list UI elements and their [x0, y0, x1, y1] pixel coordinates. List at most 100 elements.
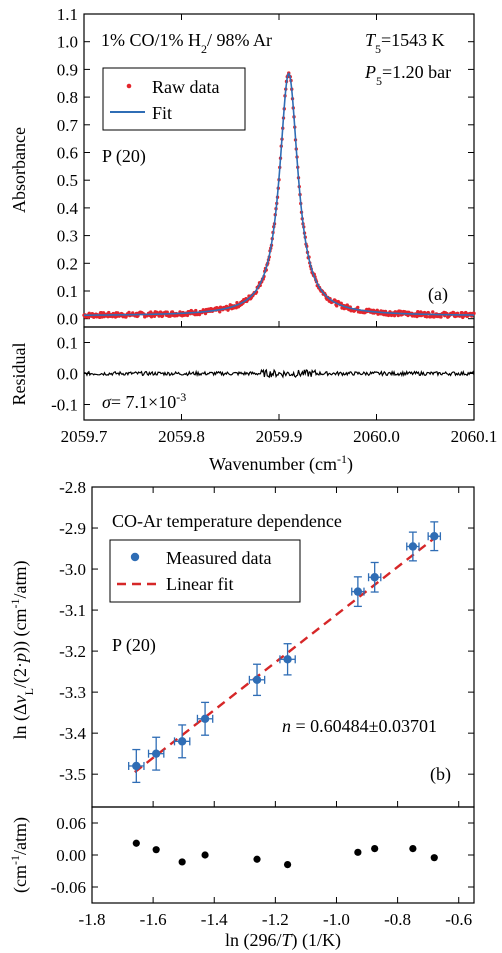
- y-tick-label-a: 0.9: [57, 60, 78, 79]
- legend-measured-label: Measured data: [166, 548, 271, 568]
- y-tick-label-a: 0.6: [57, 143, 78, 162]
- measured-data-point: [370, 573, 379, 582]
- y-tick-label-residual-b: 0.00: [56, 846, 86, 865]
- legend-fit-label: Fit: [152, 103, 172, 123]
- y-tick-label-b: -3.0: [59, 560, 86, 579]
- y-tick-label-b: -3.2: [59, 642, 86, 661]
- y-tick-label-residual-a: -0.1: [51, 396, 78, 415]
- legend-measured-marker: [130, 552, 140, 562]
- line-label-a: P (20): [102, 146, 146, 167]
- y-axis-label-residual-a: Residual: [9, 343, 29, 406]
- raw-data-point: [396, 313, 400, 318]
- x-tick-label-a: 2060.1: [451, 427, 498, 446]
- legend-a: [102, 67, 246, 131]
- raw-data-point: [425, 315, 429, 319]
- y-tick-label-b: -3.1: [59, 601, 86, 620]
- x-tick-label-b: -1.6: [140, 910, 167, 929]
- linear-fit-line: [134, 537, 436, 774]
- y-tick-label-residual-a: 0.1: [57, 334, 78, 353]
- residual-point-b: [409, 845, 417, 853]
- raw-data-point: [161, 314, 165, 318]
- chart-title-b: CO-Ar temperature dependence: [112, 511, 342, 531]
- x-axis-label-b: ln (296/T) (1/K): [225, 930, 341, 951]
- residual-point-b: [430, 854, 438, 862]
- residual-point-b: [178, 858, 186, 866]
- y-tick-label-residual-a: 0.0: [57, 365, 78, 384]
- y-axis-label-a: Absorbance: [9, 127, 29, 213]
- raw-data-point: [335, 304, 339, 308]
- pressure-label: P5=1.20 bar: [364, 62, 451, 88]
- x-tick-label-b: -0.8: [384, 910, 411, 929]
- measured-data-point: [430, 532, 439, 541]
- raw-data-point: [107, 310, 111, 315]
- x-tick-label-b: -1.0: [323, 910, 350, 929]
- residual-point-b: [283, 861, 292, 869]
- y-tick-label-b: -3.4: [59, 724, 86, 743]
- y-tick-label-a: 0.5: [57, 171, 78, 190]
- y-tick-label-residual-b: 0.06: [56, 814, 86, 833]
- y-tick-label-a: 0.1: [57, 282, 78, 301]
- legend-raw-label: Raw data: [152, 77, 219, 97]
- y-tick-label-a: 0.3: [57, 227, 78, 246]
- y-tick-label-a: 1.1: [57, 5, 78, 24]
- measured-data-point: [151, 749, 161, 758]
- y-tick-label-b: -3.5: [59, 765, 86, 784]
- residual-point-b: [371, 845, 379, 853]
- mixture-label: 1% CO/1% H2/ 98% Ar: [101, 30, 272, 56]
- legend-fit-label-b: Linear fit: [166, 574, 233, 594]
- raw-data-point: [431, 310, 435, 314]
- raw-data-point: [101, 311, 106, 315]
- slope-label: n = 0.60484±0.03701: [282, 716, 437, 736]
- raw-data-point: [422, 310, 427, 315]
- line-label-b: P (20): [112, 635, 156, 656]
- x-tick-label-b: -1.4: [201, 910, 228, 929]
- y-tick-label-b: -3.3: [59, 683, 86, 702]
- raw-data-point: [218, 310, 222, 314]
- measured-data-point: [200, 714, 210, 723]
- temperature-label: T5=1543 K: [365, 30, 445, 56]
- legend-raw-marker: [126, 83, 132, 89]
- y-tick-label-a: 0.4: [57, 199, 79, 218]
- y-tick-label-a: 0.7: [57, 116, 79, 135]
- y-tick-label-a: 0.0: [57, 310, 78, 329]
- x-tick-label-a: 2059.8: [158, 427, 205, 446]
- panel-label-b: (b): [430, 764, 451, 785]
- residual-line-a: [83, 368, 475, 379]
- x-tick-label-b: -1.2: [262, 910, 289, 929]
- raw-data-point: [356, 305, 360, 310]
- y-axis-label-residual-b: (cm-1/atm): [8, 817, 31, 893]
- x-tick-label-b: -0.6: [445, 910, 472, 929]
- y-tick-label-a: 0.2: [57, 254, 78, 273]
- y-tick-label-a: 0.8: [57, 88, 78, 107]
- x-tick-label-b: -1.8: [79, 910, 106, 929]
- panel-label-a: (a): [428, 284, 448, 305]
- y-axis-label-b: ln (ΔνL/(2·p)) (cm-1/atm): [8, 561, 36, 740]
- raw-data-point: [339, 301, 343, 305]
- residual-point-b: [132, 839, 140, 847]
- y-tick-label-residual-b: -0.06: [51, 878, 86, 897]
- panel-b-residual-frame: [91, 806, 475, 904]
- raw-data-point: [203, 311, 208, 316]
- y-tick-label-a: 1.0: [57, 33, 78, 52]
- y-tick-label-b: -2.9: [59, 519, 86, 538]
- residual-point-b: [201, 851, 209, 859]
- measured-data-point: [252, 675, 262, 685]
- x-tick-label-a: 2060.0: [353, 427, 400, 446]
- raw-data-point: [127, 310, 131, 315]
- residual-point-b: [253, 855, 261, 863]
- x-axis-label-a: Wavenumber (cm-1): [209, 452, 353, 475]
- residual-point-b: [152, 846, 160, 854]
- raw-data-point: [194, 308, 198, 313]
- sigma-label: σ= 7.1×10-3: [102, 390, 186, 412]
- measured-data-point: [132, 761, 141, 771]
- raw-data-point: [460, 310, 464, 315]
- measured-data-point: [177, 737, 187, 746]
- raw-data-point: [168, 314, 172, 318]
- measured-data-point: [353, 587, 363, 596]
- y-tick-label-b: -2.8: [59, 478, 86, 497]
- measured-data-point: [283, 655, 292, 664]
- x-tick-label-a: 2059.7: [61, 427, 108, 446]
- raw-data-point: [439, 315, 443, 319]
- legend-b: [109, 539, 301, 603]
